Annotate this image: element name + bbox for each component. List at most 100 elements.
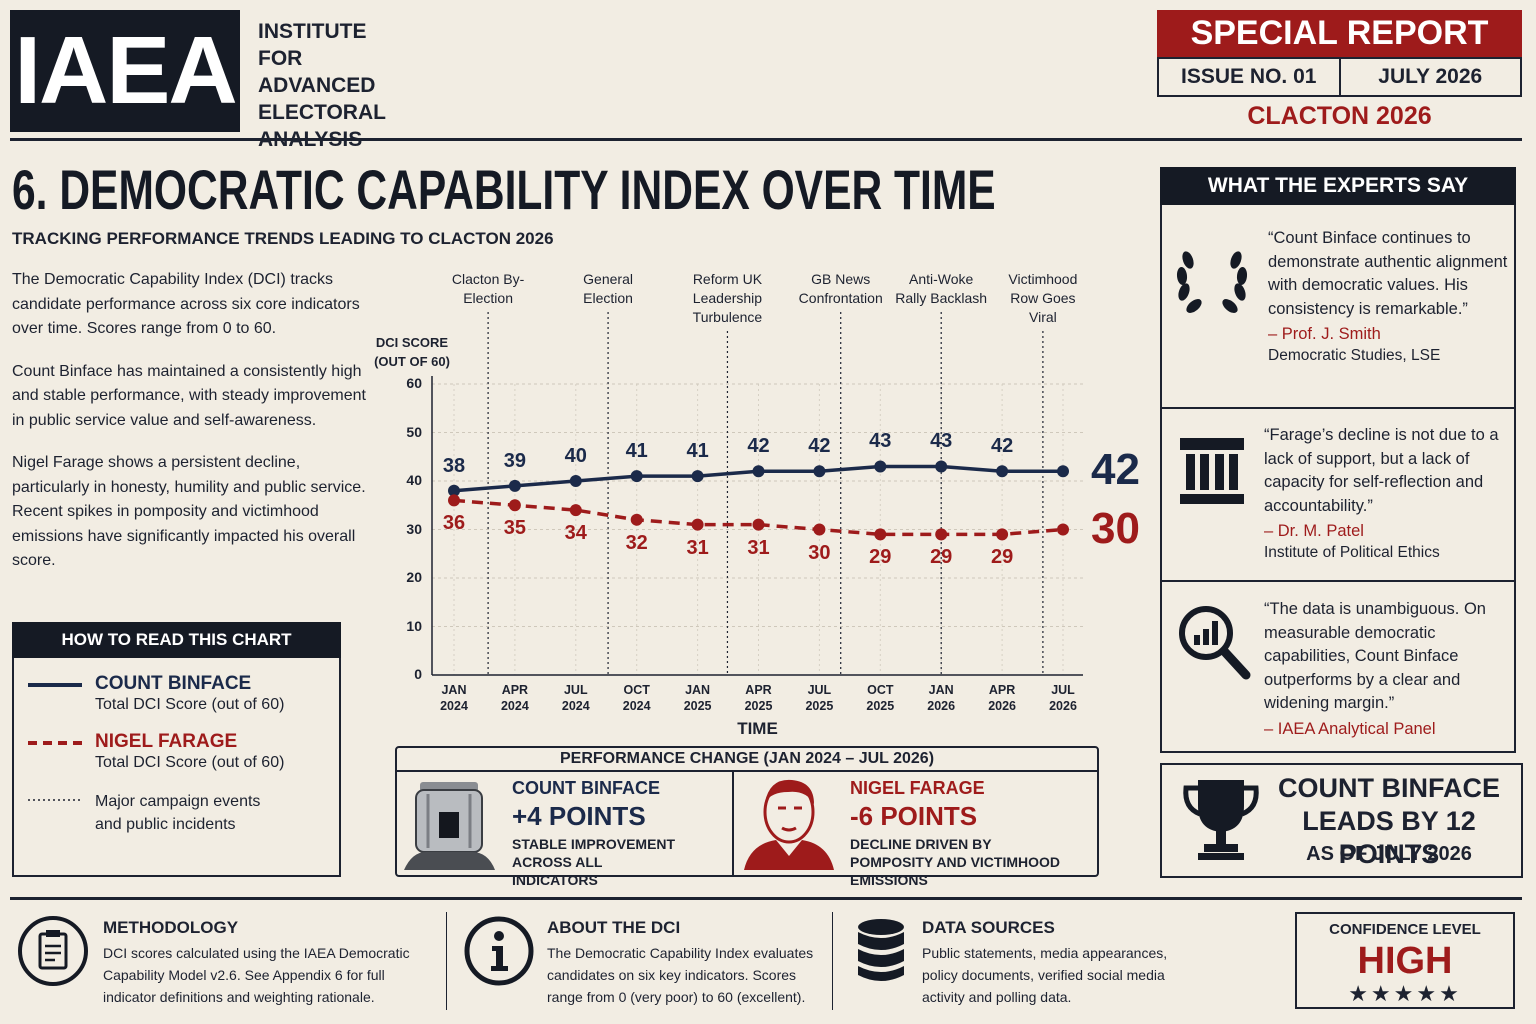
performance-card: COUNT BINFACE +4 POINTS STABLE IMPROVEME… xyxy=(512,778,687,889)
divider xyxy=(395,770,1099,772)
data-point xyxy=(448,484,460,497)
data-point xyxy=(752,465,765,478)
footer-item: METHODOLOGY DCI scores calculated using … xyxy=(103,918,433,1008)
footer-title: ABOUT THE DCI xyxy=(547,918,681,937)
performance-box xyxy=(395,746,1099,877)
verdict-title: COUNT BINFACE LEADS BY 12 POINTS xyxy=(1278,773,1500,869)
card-name: COUNT BINFACE xyxy=(512,778,660,798)
rule xyxy=(10,138,1522,141)
data-label: 36 xyxy=(442,512,466,535)
data-point xyxy=(630,470,643,483)
data-point xyxy=(874,528,887,541)
paragraph: Count Binface has maintained a consisten… xyxy=(12,362,366,429)
footer-item: ABOUT THE DCI The Democratic Capability … xyxy=(547,918,827,1008)
data-label: 39 xyxy=(503,449,527,472)
legend-item: NIGEL FARAGE Total DCI Score (out of 60) xyxy=(95,731,284,773)
event-label: Victimhood Row Goes Viral xyxy=(1008,271,1078,325)
x-tick-label: JUL 2026 xyxy=(1049,683,1077,713)
database-icon xyxy=(858,919,904,981)
y-tick-label: 50 xyxy=(406,423,422,440)
y-axis-label: DCI SCORE (OUT OF 60) xyxy=(374,335,450,369)
data-point xyxy=(752,518,765,531)
quote-text: “Count Binface continues to demonstrate … xyxy=(1268,229,1508,318)
legend-keys xyxy=(28,683,82,801)
data-point xyxy=(1057,465,1069,478)
pillar-icon xyxy=(1180,438,1244,504)
verdict-box xyxy=(1160,763,1523,878)
data-label: 29 xyxy=(990,546,1014,569)
data-label: 40 xyxy=(564,445,587,467)
quote-author: – Prof. J. Smith xyxy=(1268,325,1381,343)
logo: IAEA xyxy=(10,10,240,132)
issue-row: ISSUE NO. 01 JULY 2026 xyxy=(1157,57,1522,97)
confidence-box xyxy=(1295,912,1515,1009)
y-tick-label: 40 xyxy=(406,472,422,488)
data-label: 43 xyxy=(869,430,892,453)
card-note: STABLE IMPROVEMENT ACROSS ALL INDICATORS xyxy=(512,836,676,888)
quote-author: – Dr. M. Patel xyxy=(1264,522,1364,540)
event-label: Reform UK Leadership Turbulence xyxy=(692,271,763,325)
quote: “The data is unambiguous. On measurable … xyxy=(1264,598,1494,739)
data-point xyxy=(569,475,582,487)
data-point xyxy=(508,479,521,492)
issue-date: JULY 2026 xyxy=(1378,65,1483,88)
y-tick-label: 60 xyxy=(406,375,422,391)
event-label: Clacton By-Election xyxy=(451,271,525,306)
footer-text: Public statements, media appearances, po… xyxy=(922,945,1168,1005)
issue: ISSUE NO. 01 xyxy=(1159,59,1341,95)
footer-title: DATA SOURCES xyxy=(922,918,1055,937)
data-point xyxy=(508,499,521,512)
quote-text: “Farage’s decline is not due to a lack o… xyxy=(1264,426,1499,515)
x-tick-label: JUL 2024 xyxy=(561,683,590,713)
card-change: -6 POINTS xyxy=(850,801,978,831)
x-tick-label: JAN 2026 xyxy=(927,683,956,713)
edition: CLACTON 2026 xyxy=(1247,102,1432,130)
legend-title: HOW TO READ THIS CHART xyxy=(12,622,341,658)
x-tick-label: APR 2025 xyxy=(744,683,773,713)
event-label: GB News Confrontation xyxy=(798,271,883,306)
quote-affiliation: Institute of Political Ethics xyxy=(1264,544,1440,561)
card-note: DECLINE DRIVEN BY POMPOSITY AND VICTIMHO… xyxy=(850,836,1061,888)
badge: SPECIAL REPORT xyxy=(1157,10,1522,57)
legend-desc: Major campaign events and public inciden… xyxy=(95,793,261,833)
trophy-icon xyxy=(1183,780,1259,860)
data-point xyxy=(996,528,1009,541)
experts-title: WHAT THE EXPERTS SAY xyxy=(1160,167,1516,205)
data-point xyxy=(813,465,826,478)
section-subtitle: TRACKING PERFORMANCE TRENDS LEADING TO C… xyxy=(12,229,554,248)
data-point xyxy=(448,494,460,507)
end-label: 30 xyxy=(1091,503,1140,553)
confidence-label: CONFIDENCE LEVEL xyxy=(1329,921,1481,938)
data-point xyxy=(935,528,948,541)
verdict-date: AS OF JULY 2026 xyxy=(1306,843,1472,865)
chart-plot xyxy=(431,312,1083,676)
data-label: 34 xyxy=(564,522,587,545)
data-point xyxy=(630,513,643,526)
legend-name: NIGEL FARAGE xyxy=(95,731,238,752)
legend-name: COUNT BINFACE xyxy=(95,673,252,694)
data-point xyxy=(813,523,826,536)
paragraph: The Democratic Capability Index (DCI) tr… xyxy=(12,271,360,337)
data-label: 31 xyxy=(747,536,770,559)
section-title: 6. DEMOCRATIC CAPABILITY INDEX OVER TIME xyxy=(12,158,996,221)
x-tick-label: JAN 2025 xyxy=(683,683,712,713)
methodology-icon xyxy=(18,916,88,986)
quote-author: – IAEA Analytical Panel xyxy=(1264,719,1436,738)
card-change: +4 POINTS xyxy=(512,801,646,831)
data-point xyxy=(691,470,704,483)
data-point xyxy=(1057,523,1069,536)
divider xyxy=(732,770,734,877)
footer-title: METHODOLOGY xyxy=(103,918,239,937)
data-label: 43 xyxy=(930,430,953,453)
legend-item: COUNT BINFACE Total DCI Score (out of 60… xyxy=(95,673,284,715)
quote: “Farage’s decline is not due to a lack o… xyxy=(1264,424,1510,562)
org-name: INSTITUTE FOR ADVANCED ELECTORAL ANALYSI… xyxy=(258,20,386,151)
performance-title: PERFORMANCE CHANGE (JAN 2024 – JUL 2026) xyxy=(559,750,935,767)
confidence-value: HIGH xyxy=(1357,940,1453,982)
data-label: 29 xyxy=(930,546,953,569)
data-point xyxy=(935,460,948,473)
footer-item: DATA SOURCES Public statements, media ap… xyxy=(922,918,1192,1008)
legend-desc: Total DCI Score (out of 60) xyxy=(95,754,285,771)
y-tick-label: 20 xyxy=(406,569,422,585)
